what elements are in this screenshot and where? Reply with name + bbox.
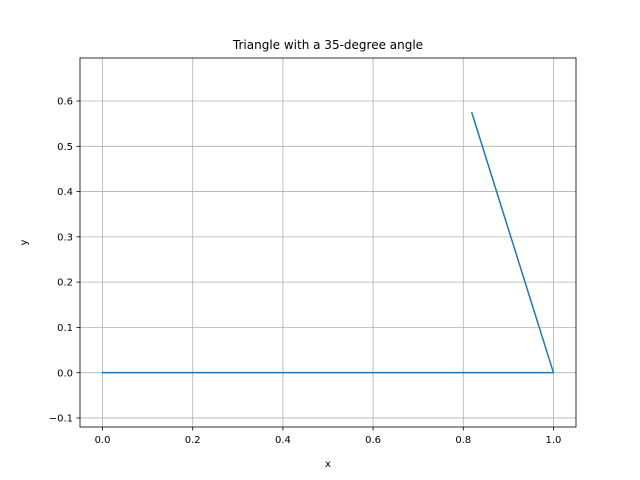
y-tick-label: 0.0 [57,368,73,379]
y-axis: −0.1 0.0 0.1 0.2 0.3 0.4 0.5 0.6 [49,97,80,425]
triangle-series-line [101,111,555,374]
y-tick-label: 0.3 [57,232,73,243]
plot-frame [79,57,577,428]
plot-area [80,58,576,427]
x-axis-label: x [325,459,331,470]
series-layer [101,111,555,374]
y-tick-label: 0.1 [57,323,73,334]
y-tick-label: 0.2 [57,278,73,289]
y-tick-label: −0.1 [49,414,73,425]
x-tick-label: 0.2 [185,435,201,446]
x-tick-label: 0.8 [455,435,471,446]
chart-title: Triangle with a 35-degree angle [232,38,423,52]
x-tick-label: 0.6 [365,435,381,446]
y-axis-label: y [19,239,30,245]
x-tick-label: 1.0 [546,435,562,446]
y-tick-label: 0.6 [57,97,73,108]
x-tick-label: 0.0 [95,435,111,446]
x-tick-label: 0.4 [275,435,291,446]
x-axis: 0.0 0.2 0.4 0.6 0.8 1.0 [95,427,562,446]
y-tick-label: 0.4 [57,187,73,198]
y-tick-label: 0.5 [57,142,73,153]
